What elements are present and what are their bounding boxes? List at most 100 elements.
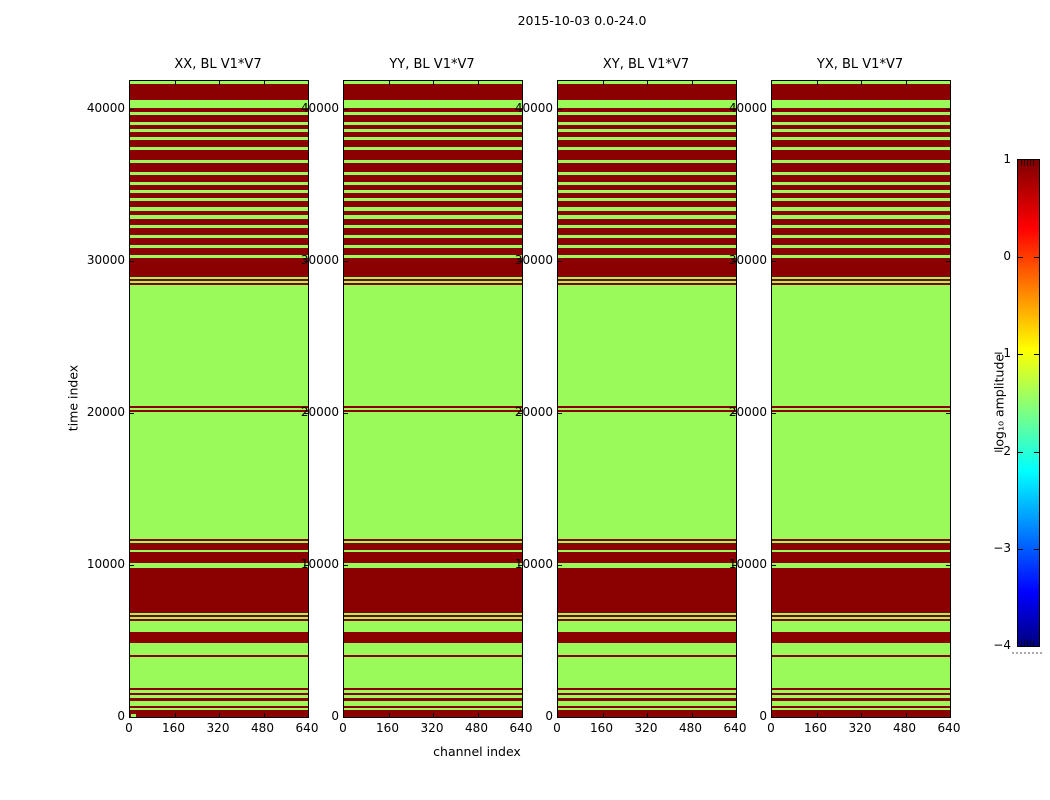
x-tick-label: 480 <box>893 721 916 735</box>
heatmap-band-high <box>130 543 308 550</box>
heatmap-band-high <box>772 150 950 161</box>
y-tick-label: 0 <box>117 709 125 723</box>
subplot-title-yx: YX, BL V1*V7 <box>816 57 904 72</box>
heatmap-band-high <box>772 228 950 236</box>
heatmap-band-high <box>130 406 308 409</box>
heatmap-band-high <box>344 211 522 216</box>
heatmap-band-high <box>130 150 308 161</box>
colorbar-tick-mark <box>1018 548 1023 550</box>
colorbar-tick-label: 0 <box>1003 249 1011 264</box>
colorbar-tick-label: −2 <box>993 443 1011 458</box>
heatmap-band-high <box>344 175 522 183</box>
colorbar-tick-mark <box>1034 451 1039 453</box>
x-tick-label: 320 <box>206 721 230 735</box>
heatmap-band-high <box>558 543 736 550</box>
heatmap-band-high <box>558 185 736 191</box>
heatmap-band-high <box>772 107 950 113</box>
subplot-axes-xx <box>129 80 309 718</box>
heatmap-band-high <box>344 115 522 123</box>
heatmap-band-high <box>558 163 736 173</box>
heatmap-band-high <box>130 258 308 278</box>
x-tick-label: 640 <box>937 721 961 735</box>
colorbar-tick-label: −1 <box>993 346 1011 361</box>
heatmap-band-high <box>344 185 522 191</box>
heatmap-band-high <box>772 410 950 413</box>
x-tick-mark <box>905 713 907 717</box>
x-axis-label: channel index <box>433 744 521 759</box>
colorbar <box>1017 159 1040 647</box>
y-tick-label: 30000 <box>300 253 339 268</box>
y-tick-mark <box>304 109 308 111</box>
y-tick-mark <box>130 565 134 567</box>
heatmap-band-high <box>772 193 950 199</box>
heatmap-band-high <box>772 219 950 226</box>
y-tick-mark <box>732 565 736 567</box>
x-tick-mark <box>691 713 693 717</box>
heatmap-band-high <box>558 248 736 255</box>
heatmap-band-high <box>344 539 522 542</box>
x-tick-mark <box>388 713 390 717</box>
heatmap-band-high <box>558 688 736 690</box>
heatmap-band-high <box>772 115 950 123</box>
heatmap-band-high <box>344 692 522 695</box>
heatmap-band-high <box>344 107 522 113</box>
heatmap-band-high <box>344 543 522 550</box>
x-tick-mark <box>691 81 693 85</box>
y-tick-label: 30000 <box>728 253 767 268</box>
x-tick-mark <box>388 81 390 85</box>
heatmap-band-high <box>772 238 950 245</box>
heatmap-band-high <box>344 258 522 278</box>
colorbar-top-hatch <box>1021 160 1036 166</box>
heatmap-band-high <box>772 543 950 550</box>
heatmap-band-high <box>772 84 950 100</box>
x-tick-mark <box>174 81 176 85</box>
heatmap-band-high <box>558 632 736 643</box>
y-tick-label: 40000 <box>728 101 767 116</box>
y-tick-mark <box>946 413 950 415</box>
y-tick-mark <box>344 261 348 263</box>
colorbar-label: log₁₀ amplitude <box>991 353 1007 451</box>
y-tick-mark <box>304 565 308 567</box>
heatmap-band-high <box>772 692 950 695</box>
y-tick-mark <box>518 261 522 263</box>
x-tick-label: 320 <box>848 721 872 735</box>
y-tick-mark <box>946 261 950 263</box>
y-tick-label: 20000 <box>86 405 125 420</box>
colorbar-tick-label: 1 <box>1003 152 1011 166</box>
x-tick-label: 0 <box>125 721 133 735</box>
heatmap-band-high <box>772 258 950 278</box>
heatmap-band-high <box>344 139 522 148</box>
heatmap-band-high <box>344 283 522 286</box>
y-tick-label: 10000 <box>86 557 125 572</box>
y-tick-mark <box>732 261 736 263</box>
y-tick-mark <box>558 413 562 415</box>
heatmap-band-high <box>130 539 308 542</box>
y-tick-label: 20000 <box>300 405 339 420</box>
y-tick-mark <box>558 565 562 567</box>
heatmap-band-high <box>772 632 950 643</box>
y-tick-mark <box>946 109 950 111</box>
heatmap-band-high <box>558 692 736 695</box>
heatmap-band-high <box>558 654 736 657</box>
y-tick-label: 30000 <box>86 253 125 268</box>
heatmap-band-high <box>558 706 736 709</box>
y-tick-label: 20000 <box>514 405 553 420</box>
colorbar-tick-mark <box>1034 257 1039 259</box>
heatmap-band-high <box>130 283 308 286</box>
heatmap-band-high <box>130 615 308 617</box>
subplot-axes-yy <box>343 80 523 718</box>
y-tick-label: 20000 <box>728 405 767 420</box>
y-tick-mark <box>732 413 736 415</box>
heatmap-band-high <box>772 125 950 129</box>
heatmap-band-high <box>772 201 950 208</box>
x-tick-mark <box>433 81 434 85</box>
subplot-title-xy: XY, BL V1*V7 <box>602 57 690 72</box>
x-tick-label: 320 <box>634 721 658 735</box>
heatmap-band-high <box>130 139 308 148</box>
heatmap-band-high <box>130 84 308 100</box>
heatmap-band-high <box>344 551 522 564</box>
heatmap-band-high <box>130 688 308 690</box>
heatmap-band-high <box>558 551 736 564</box>
y-tick-label: 0 <box>331 709 339 723</box>
y-tick-mark <box>518 565 522 567</box>
